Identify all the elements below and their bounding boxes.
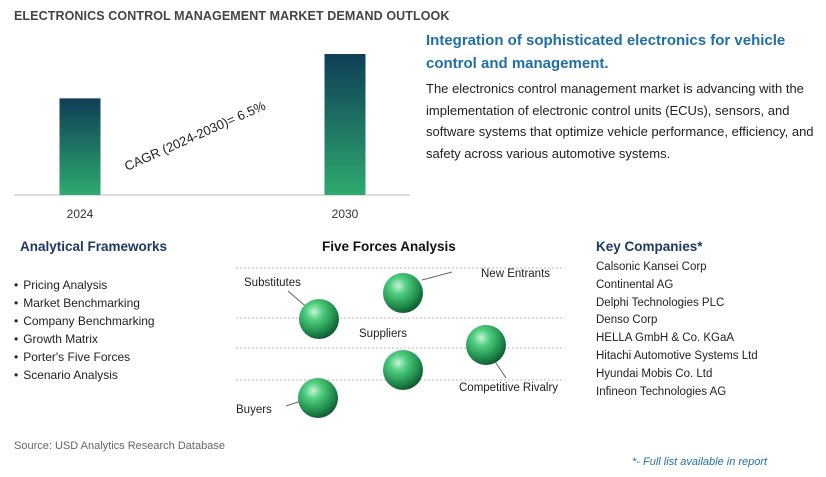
page-title: ELECTRONICS CONTROL MANAGEMENT MARKET DE…: [14, 9, 450, 23]
x-tick-label: 2030: [332, 207, 359, 221]
suppliers-label: Suppliers: [359, 328, 407, 340]
five-forces-diagram: Substitutes New Entrants Suppliers Compe…: [236, 267, 565, 418]
summary-description: The electronics control management marke…: [426, 81, 814, 161]
buyers-sphere-icon: [298, 378, 338, 418]
tick-labels-layer: 2024 2030: [67, 207, 359, 221]
substitutes-sphere-icon: [299, 299, 339, 339]
five-forces-title: Five Forces Analysis: [322, 239, 456, 254]
companies-title: Key Companies*: [596, 239, 703, 254]
list-item: Pricing Analysis: [14, 276, 155, 294]
new-entrants-sphere-icon: [383, 273, 423, 313]
new-entrants-label: New Entrants: [481, 268, 550, 280]
competitive-rivalry-label: Competitive Rivalry: [459, 382, 558, 394]
x-tick-label: 2024: [67, 207, 94, 221]
list-item: Infineon Technologies AG: [596, 385, 727, 398]
bar-2024: [59, 98, 101, 195]
list-item: Scenario Analysis: [14, 366, 155, 384]
demand-bar-chart: 2024 2030 CAGR (2024-2030)= 6.5%: [14, 54, 410, 221]
suppliers-sphere-icon: [383, 350, 423, 390]
bars-layer: [59, 54, 366, 195]
bar-2030: [324, 54, 366, 195]
list-item: Porter's Five Forces: [14, 348, 155, 366]
list-item: Growth Matrix: [14, 330, 155, 348]
full-list-note: *- Full list available in report: [632, 456, 768, 468]
list-item: Market Benchmarking: [14, 294, 155, 312]
list-item: HELLA GmbH & Co. KGaA: [596, 332, 735, 345]
list-item: Company Benchmarking: [14, 312, 154, 330]
competitive-rivalry-sphere-icon: [466, 325, 506, 365]
buyers-label: Buyers: [236, 404, 272, 416]
frameworks-list: Pricing Analysis Market Benchmarking Com…: [14, 276, 155, 384]
list-item: Calsonic Kansei Corp: [596, 261, 707, 273]
substitutes-label: Substitutes: [244, 277, 301, 289]
list-item: Hitachi Automotive Systems Ltd: [596, 349, 758, 362]
source-note: Source: USD Analytics Research Database: [14, 440, 225, 452]
cagr-annotation: CAGR (2024-2030)= 6.5%: [122, 98, 268, 174]
companies-list: Calsonic Kansei Corp Continental AG Delp…: [596, 259, 758, 401]
list-item: Delphi Technologies PLC: [596, 296, 725, 309]
list-item: Denso Corp: [596, 314, 658, 327]
list-item: Hyundai Mobis Co. Ltd: [596, 367, 713, 380]
summary-headline: Integration of sophisticated electronics…: [426, 32, 786, 72]
list-item: Continental AG: [596, 278, 674, 291]
frameworks-title: Analytical Frameworks: [20, 239, 168, 254]
